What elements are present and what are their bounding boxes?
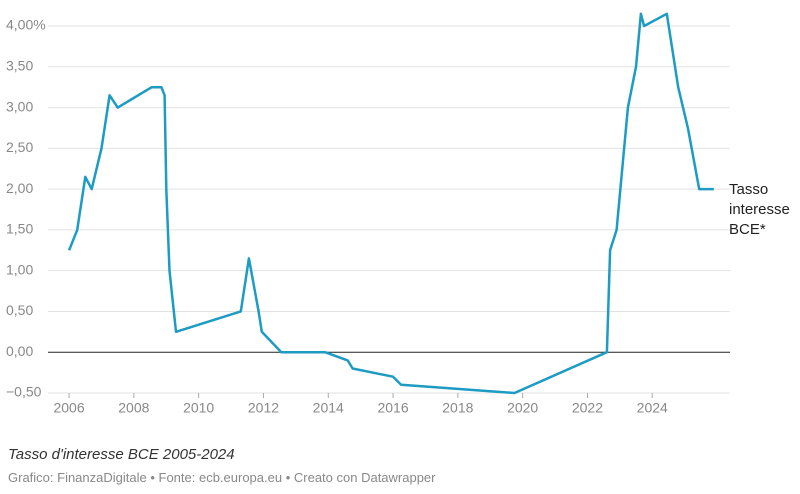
x-tick-label: 2024 [637,400,668,416]
y-tick-label: 2,50 [6,139,33,155]
chart-title: Tasso d'interesse BCE 2005-2024 [8,446,235,463]
x-tick-label: 2008 [118,400,149,416]
y-tick-label: 2,00 [6,180,33,196]
x-tick-label: 2014 [313,400,344,416]
line [67,12,714,395]
y-tick-label: 1,50 [6,221,33,237]
y-tick-label: 4,00% [6,17,46,33]
x-tick-label: 2012 [248,400,279,416]
y-tick-label: 0,50 [6,302,33,318]
y-tick-label: −0,50 [6,384,42,400]
y-tick-label: 1,00 [6,261,33,277]
x-tick-label: 2018 [442,400,473,416]
y-tick-label: 0,00 [6,343,33,359]
x-tick-label: 2010 [183,400,214,416]
y-tick-label: 3,50 [6,57,33,73]
source: Grafico: FinanzaDigitale • Fonte: ecb.eu… [8,470,436,485]
x-tick-label: 2006 [53,400,84,416]
x-tick-label: 2020 [507,400,538,416]
x-tick-label: 2022 [572,400,603,416]
y-tick-label: 3,00 [6,98,33,114]
series-label: Tasso interesse BCE* [729,181,790,238]
x-tick-label: 2016 [377,400,408,416]
